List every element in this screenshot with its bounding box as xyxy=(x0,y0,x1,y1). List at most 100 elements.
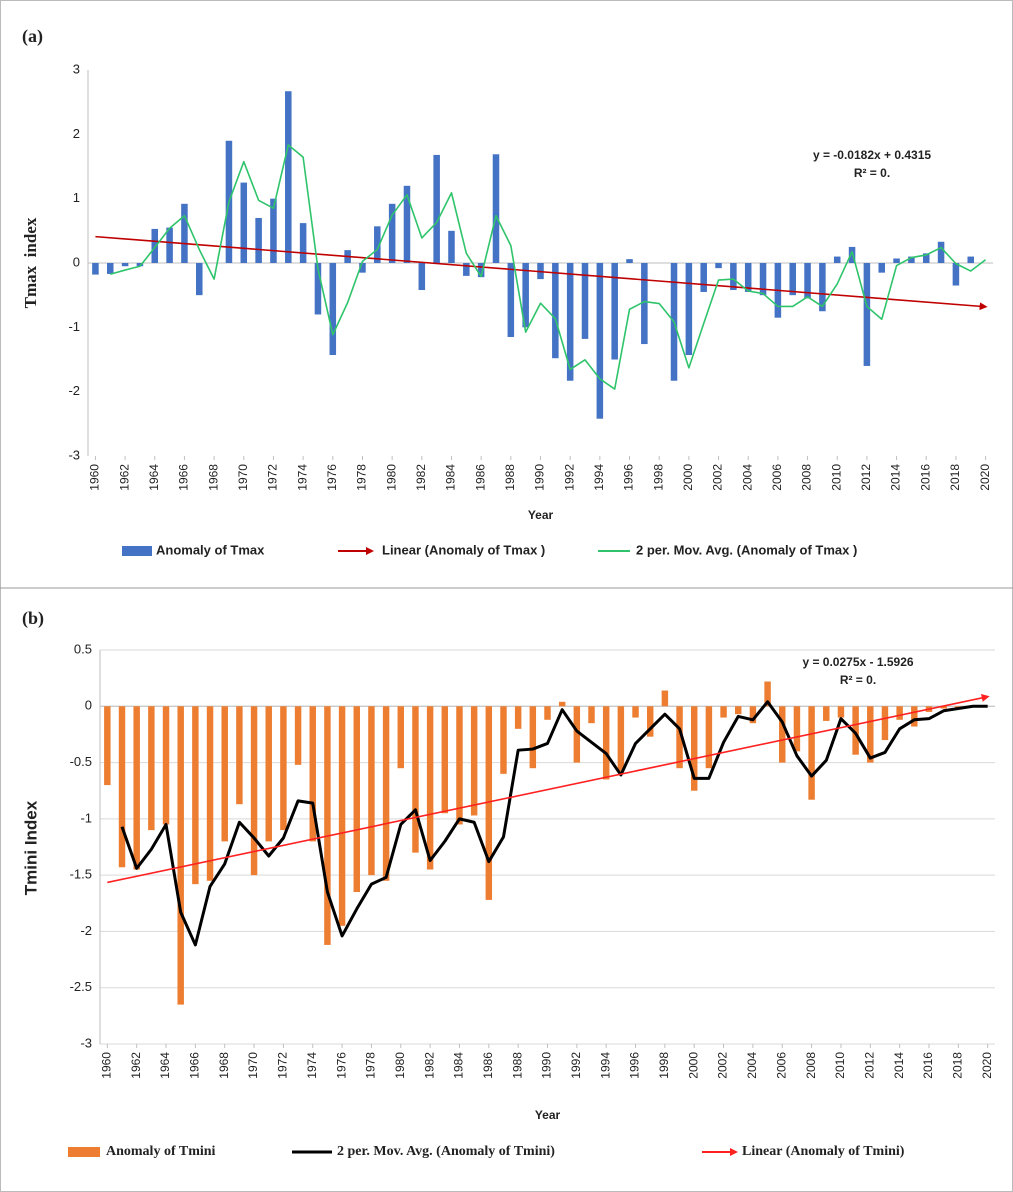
x-tick-label: 2000 xyxy=(686,1052,700,1079)
bar xyxy=(558,701,566,707)
y-tick-label: -2 xyxy=(80,923,92,938)
x-tick-label: 1974 xyxy=(305,1052,319,1079)
x-tick-label: 2004 xyxy=(745,1052,759,1079)
bar xyxy=(250,706,258,876)
bar xyxy=(911,706,918,727)
x-tick-label: 1966 xyxy=(177,464,191,491)
bar xyxy=(881,706,889,741)
bar xyxy=(148,706,155,831)
x-tick-label: 1972 xyxy=(266,464,280,491)
x-tick-label: 1970 xyxy=(236,464,250,491)
bar xyxy=(632,706,639,718)
x-tick-label: 1986 xyxy=(481,1052,495,1079)
legend-swatch xyxy=(122,546,152,556)
moving-average-line xyxy=(120,700,988,947)
bar xyxy=(566,263,574,381)
bar xyxy=(852,706,859,755)
bar xyxy=(151,228,159,263)
legend-label: Linear (Anomaly of Tmax ) xyxy=(382,542,545,557)
bar xyxy=(106,263,114,274)
bar xyxy=(121,263,129,267)
x-tick-label: 2004 xyxy=(740,464,754,491)
bar xyxy=(192,706,199,885)
bar xyxy=(397,706,405,769)
x-tick-label: 1976 xyxy=(325,464,339,491)
bar xyxy=(819,263,826,312)
x-tick-label: 2008 xyxy=(800,464,814,491)
x-tick-label: 1960 xyxy=(100,1052,114,1079)
y-tick-label: -1 xyxy=(80,810,92,825)
bar xyxy=(720,706,727,718)
y-tick-label: 0 xyxy=(85,698,92,713)
bar xyxy=(544,706,551,720)
x-tick-label: 1984 xyxy=(444,464,458,491)
bar xyxy=(596,263,604,419)
bar xyxy=(626,259,633,263)
bar xyxy=(837,706,845,718)
bar xyxy=(967,256,975,263)
x-tick-label: 1982 xyxy=(414,464,428,491)
bar xyxy=(611,263,618,360)
bar xyxy=(661,690,669,707)
bar xyxy=(177,706,184,1005)
bar xyxy=(552,263,559,359)
bar xyxy=(492,154,500,263)
bar xyxy=(685,263,693,355)
x-tick-label: 2012 xyxy=(859,464,873,491)
bar xyxy=(878,263,885,273)
annotation: y = 0.0275x - 1.5926 xyxy=(802,655,913,669)
bar xyxy=(294,706,302,765)
x-tick-label: 1972 xyxy=(276,1052,290,1079)
x-tick-label: 1992 xyxy=(562,464,576,491)
legend-label: 2 per. Mov. Avg. (Anomaly of Tmini) xyxy=(337,1144,555,1159)
moving-average-line xyxy=(110,144,987,390)
bar xyxy=(104,706,111,786)
y-axis-label: Tmini Index xyxy=(21,800,40,895)
bar xyxy=(280,706,287,831)
x-tick-label: 2018 xyxy=(948,464,962,491)
x-tick-label: 2018 xyxy=(950,1052,964,1079)
bar xyxy=(715,263,722,269)
bar xyxy=(314,263,322,315)
bar xyxy=(641,263,648,345)
legend-label: Anomaly of Tmax xyxy=(156,542,265,557)
bar xyxy=(863,263,871,366)
x-tick-label: 1990 xyxy=(533,464,547,491)
bar xyxy=(359,263,366,273)
bar xyxy=(779,706,786,763)
x-tick-label: 2002 xyxy=(711,464,725,491)
panel-label: (b) xyxy=(22,608,44,629)
x-tick-label: 1966 xyxy=(188,1052,202,1079)
bar xyxy=(338,706,346,926)
x-tick-label: 1980 xyxy=(384,464,398,491)
bar xyxy=(477,263,485,278)
x-tick-label: 1998 xyxy=(651,464,665,491)
bar xyxy=(426,706,434,870)
bar xyxy=(735,706,742,715)
y-tick-label: 0 xyxy=(73,254,80,269)
bar xyxy=(463,263,470,276)
x-tick-label: 2010 xyxy=(833,1052,847,1079)
x-tick-label: 1962 xyxy=(117,464,131,491)
y-tick-label: -2 xyxy=(68,383,80,398)
x-tick-label: 2016 xyxy=(918,464,932,491)
x-tick-label: 1976 xyxy=(334,1052,348,1079)
bar xyxy=(514,706,522,729)
y-tick-label: -1 xyxy=(68,319,80,334)
x-tick-label: 1974 xyxy=(295,464,309,491)
bar xyxy=(529,706,537,769)
bar xyxy=(299,223,307,263)
bar xyxy=(265,706,272,842)
bar xyxy=(196,263,203,296)
bar xyxy=(896,706,903,720)
bar xyxy=(329,263,337,355)
bar xyxy=(403,185,411,263)
x-tick-label: 2016 xyxy=(921,1052,935,1079)
x-tick-label: 1982 xyxy=(422,1052,436,1079)
bar xyxy=(240,182,248,263)
x-tick-label: 1998 xyxy=(657,1052,671,1079)
legend-label: Linear (Anomaly of Tmini) xyxy=(742,1144,905,1159)
x-tick-label: 1994 xyxy=(598,1052,612,1079)
x-tick-label: 1970 xyxy=(246,1052,260,1079)
